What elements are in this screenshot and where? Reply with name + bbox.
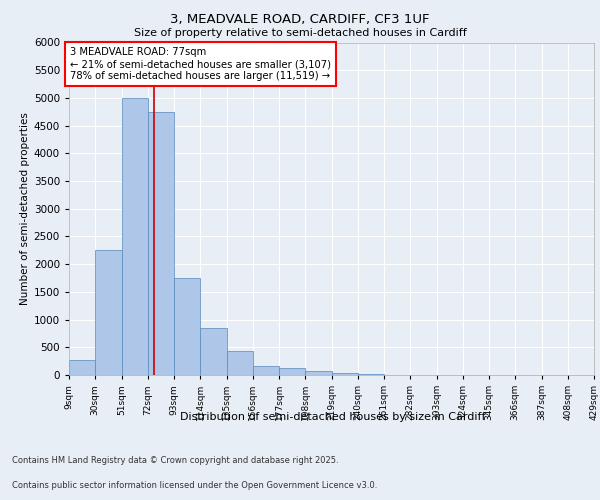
Text: 3, MEADVALE ROAD, CARDIFF, CF3 1UF: 3, MEADVALE ROAD, CARDIFF, CF3 1UF: [170, 12, 430, 26]
Bar: [279, 368, 305, 375]
Bar: [95, 250, 121, 375]
Text: Contains HM Land Registry data © Crown copyright and database right 2025.: Contains HM Land Registry data © Crown c…: [12, 456, 338, 465]
Text: 3 MEADVALE ROAD: 77sqm
← 21% of semi-detached houses are smaller (3,107)
78% of : 3 MEADVALE ROAD: 77sqm ← 21% of semi-det…: [70, 48, 331, 80]
Bar: [174, 278, 200, 375]
Bar: [69, 360, 95, 375]
Bar: [200, 328, 227, 375]
Bar: [305, 370, 332, 375]
Bar: [122, 98, 148, 375]
Text: Distribution of semi-detached houses by size in Cardiff: Distribution of semi-detached houses by …: [180, 412, 486, 422]
Y-axis label: Number of semi-detached properties: Number of semi-detached properties: [20, 112, 29, 305]
Bar: [148, 112, 174, 375]
Bar: [332, 374, 358, 375]
Text: Contains public sector information licensed under the Open Government Licence v3: Contains public sector information licen…: [12, 481, 377, 490]
Text: Size of property relative to semi-detached houses in Cardiff: Size of property relative to semi-detach…: [134, 28, 466, 38]
Bar: [253, 366, 279, 375]
Bar: [227, 351, 253, 375]
Bar: [358, 374, 384, 375]
